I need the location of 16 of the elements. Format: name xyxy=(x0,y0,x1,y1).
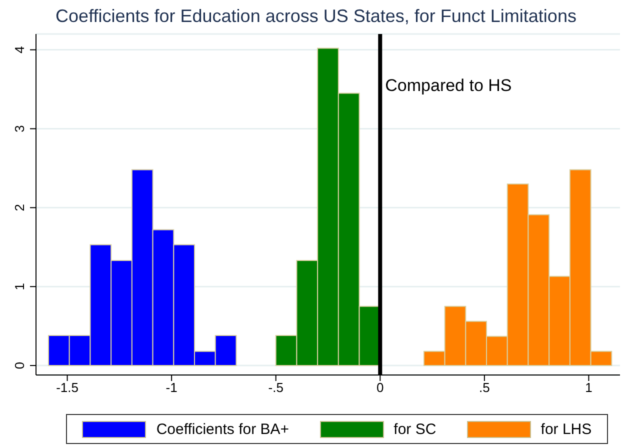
x-tick-label: -1 xyxy=(166,380,178,396)
y-tick-label: 0 xyxy=(12,362,27,370)
legend-label: for SC xyxy=(394,420,436,438)
x-tick-label: -.5 xyxy=(268,380,284,396)
y-tick-label: 3 xyxy=(12,125,27,132)
x-tick-label: -1.5 xyxy=(56,380,78,396)
y-tick-label: 1 xyxy=(12,282,27,290)
x-tick-label: 0 xyxy=(376,380,384,396)
chart-title: Coefficients for Education across US States, for Funct Limitations xyxy=(54,6,578,27)
legend-label: for LHS xyxy=(540,420,592,438)
y-tick-label: 4 xyxy=(12,46,27,54)
y-tick-label: 2 xyxy=(12,204,27,212)
x-tick-label: .5 xyxy=(479,380,490,396)
x-tick-label: 1 xyxy=(585,380,592,396)
legend-label: Coefficients for BA+ xyxy=(156,420,290,438)
ref-line-label: Compared to HS xyxy=(385,76,512,95)
